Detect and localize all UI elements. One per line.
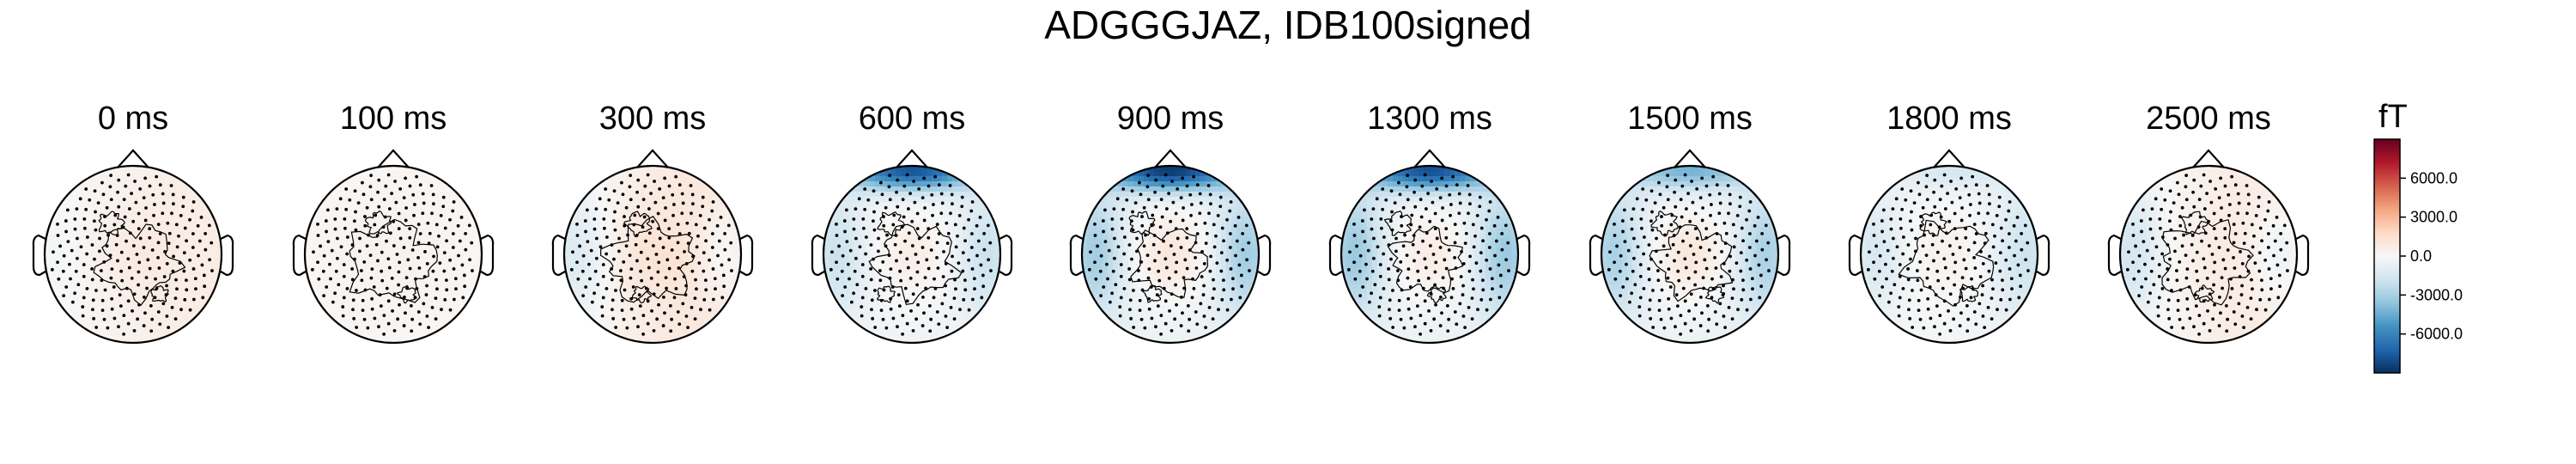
topomap-panels: 0 ms 100 ms 300 ms 600 ms 900 ms 1300 ms 1500 … bbox=[32, 101, 2310, 345]
head-circle bbox=[1340, 164, 1520, 345]
topomap-panel: 1500 ms bbox=[1589, 101, 1791, 345]
sensor-markers bbox=[829, 173, 993, 336]
nose-marker bbox=[2192, 149, 2225, 168]
nose-marker bbox=[896, 149, 928, 168]
topomap-time-label: 300 ms bbox=[599, 101, 707, 137]
topomap-time-label: 1800 ms bbox=[1886, 101, 2012, 137]
left-ear bbox=[811, 234, 825, 277]
topomap-time-label: 2500 ms bbox=[2146, 101, 2271, 137]
figure-title: ADGGGJAZ, IDB100signed bbox=[1044, 3, 1532, 47]
sensor-markers bbox=[1087, 173, 1251, 336]
nose-marker bbox=[377, 149, 410, 168]
topomap-time-label: 900 ms bbox=[1117, 101, 1224, 137]
topomap-panel: 1300 ms bbox=[1328, 101, 1531, 345]
left-ear bbox=[1589, 234, 1603, 277]
right-ear bbox=[999, 234, 1013, 277]
nose-marker bbox=[117, 149, 149, 168]
nose-marker bbox=[1933, 149, 1965, 168]
head-circle bbox=[2118, 164, 2299, 345]
head-circle bbox=[303, 164, 483, 345]
sensor-markers bbox=[50, 173, 214, 336]
head-outline bbox=[1848, 149, 2050, 345]
head-outline bbox=[811, 149, 1013, 345]
right-ear bbox=[739, 234, 754, 277]
topomap-contours bbox=[868, 211, 963, 305]
head-circle bbox=[1080, 164, 1261, 345]
sensor-markers bbox=[1607, 173, 1771, 336]
head-circle bbox=[822, 164, 1002, 345]
sensor-markers bbox=[569, 173, 733, 336]
left-ear bbox=[551, 234, 566, 277]
topomap-panel: 900 ms bbox=[1069, 101, 1272, 345]
right-ear bbox=[2036, 234, 2050, 277]
head-outline bbox=[1069, 149, 1272, 345]
topomap-contours bbox=[1383, 210, 1464, 303]
right-ear bbox=[2295, 234, 2310, 277]
topomap-time-label: 1300 ms bbox=[1367, 101, 1492, 137]
colorbar-ticks: 6000.0 3000.0 0.0 -3000.0 -6000.0 bbox=[2400, 169, 2463, 343]
topomap-panel: 2500 ms bbox=[2107, 101, 2310, 345]
topomap-panel: 600 ms bbox=[811, 101, 1013, 345]
head-circle bbox=[562, 164, 743, 345]
head-outline bbox=[1328, 149, 1531, 345]
right-ear bbox=[220, 234, 234, 277]
left-ear bbox=[1069, 234, 1084, 277]
topomap-panel: 0 ms bbox=[32, 101, 234, 345]
head-circle bbox=[1859, 164, 2039, 345]
left-ear bbox=[2107, 234, 2122, 277]
topomap-panel: 100 ms bbox=[292, 101, 495, 345]
left-ear bbox=[32, 234, 46, 277]
nose-marker bbox=[636, 149, 669, 168]
sensor-markers bbox=[310, 173, 474, 336]
colorbar-unit-label: fT bbox=[2379, 99, 2408, 135]
nose-marker bbox=[1154, 149, 1187, 168]
colorbar-tick-label: 0.0 bbox=[2410, 247, 2432, 265]
head-circle bbox=[1600, 164, 1780, 345]
topomap-time-label: 1500 ms bbox=[1627, 101, 1753, 137]
head-outline bbox=[1589, 149, 1791, 345]
sensor-markers bbox=[1866, 173, 2030, 336]
left-ear bbox=[292, 234, 307, 277]
topomap-contours bbox=[93, 211, 186, 307]
right-ear bbox=[480, 234, 495, 277]
head-outline bbox=[292, 149, 495, 345]
nose-marker bbox=[1674, 149, 1706, 168]
topomap-time-label: 100 ms bbox=[340, 101, 447, 137]
topomap-panel: 300 ms bbox=[551, 101, 754, 345]
sensor-markers bbox=[1346, 173, 1510, 336]
topomap-contours bbox=[1649, 210, 1734, 304]
right-ear bbox=[1257, 234, 1272, 277]
colorbar-gradient bbox=[2373, 138, 2401, 374]
head-outline bbox=[551, 149, 754, 345]
nose-marker bbox=[1413, 149, 1446, 168]
colorbar-tick-label: 3000.0 bbox=[2410, 209, 2458, 226]
topomap-time-label: 0 ms bbox=[98, 101, 168, 137]
left-ear bbox=[1848, 234, 1862, 277]
topomap-field bbox=[1861, 166, 2038, 343]
head-circle bbox=[43, 164, 223, 345]
right-ear bbox=[1516, 234, 1531, 277]
topomap-contours bbox=[349, 210, 438, 304]
head-outline bbox=[2107, 149, 2310, 345]
colorbar-tick-label: -6000.0 bbox=[2410, 326, 2463, 343]
colorbar-tick-label: -3000.0 bbox=[2410, 286, 2463, 303]
topomap-panel: 1800 ms bbox=[1848, 101, 2050, 345]
left-ear bbox=[1328, 234, 1343, 277]
head-outline bbox=[32, 149, 234, 345]
colorbar: fT 6000.0 3000.0 0.0 -3000.0 -6000.0 bbox=[2373, 99, 2463, 374]
colorbar-tick-label: 6000.0 bbox=[2410, 169, 2458, 186]
topomap-time-label: 600 ms bbox=[859, 101, 966, 137]
right-ear bbox=[1777, 234, 1791, 277]
sensor-markers bbox=[2125, 173, 2289, 336]
